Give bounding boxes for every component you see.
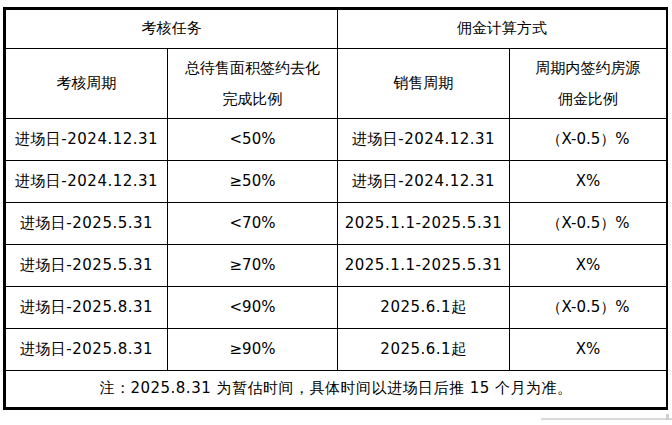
cell-completion-ratio: ≥90% bbox=[168, 329, 338, 371]
cell-assessment-period: 进场日-2024.12.31 bbox=[6, 161, 168, 203]
header-line: 完成比例 bbox=[170, 84, 335, 115]
header-assessment-task: 考核任务 bbox=[6, 10, 338, 49]
document-page: 考核任务 佣金计算方式 考核周期 总待售面积签约去化 完成比例 销售周期 bbox=[0, 0, 672, 425]
cell-commission: （X-0.5）% bbox=[510, 119, 667, 161]
cell-sales-period: 2025.1.1-2025.5.31 bbox=[338, 203, 510, 245]
table-row: 进场日-2025.5.31 <70% 2025.1.1-2025.5.31 （X… bbox=[6, 203, 667, 245]
header-line: 考核周期 bbox=[8, 68, 165, 99]
cell-commission: （X-0.5）% bbox=[510, 203, 667, 245]
cell-sales-period: 2025.1.1-2025.5.31 bbox=[338, 245, 510, 287]
note-row: 注：2025.8.31 为暂估时间，具体时间以进场日后推 15 个月为准。 bbox=[6, 371, 667, 408]
commission-table-border: 考核任务 佣金计算方式 考核周期 总待售面积签约去化 完成比例 销售周期 bbox=[3, 7, 668, 410]
header-line: 销售周期 bbox=[340, 68, 507, 99]
header-completion-ratio: 总待售面积签约去化 完成比例 bbox=[168, 49, 338, 119]
cell-sales-period: 进场日-2024.12.31 bbox=[338, 161, 510, 203]
cell-sales-period: 进场日-2024.12.31 bbox=[338, 119, 510, 161]
cell-commission: X% bbox=[510, 245, 667, 287]
cell-assessment-period: 进场日-2025.8.31 bbox=[6, 287, 168, 329]
cell-sales-period: 2025.6.1起 bbox=[338, 329, 510, 371]
cell-completion-ratio: <50% bbox=[168, 119, 338, 161]
commission-table: 考核任务 佣金计算方式 考核周期 总待售面积签约去化 完成比例 销售周期 bbox=[5, 9, 667, 408]
cell-assessment-period: 进场日-2024.12.31 bbox=[6, 119, 168, 161]
table-row: 进场日-2024.12.31 <50% 进场日-2024.12.31 （X-0.… bbox=[6, 119, 667, 161]
table-row: 进场日-2024.12.31 ≥50% 进场日-2024.12.31 X% bbox=[6, 161, 667, 203]
cell-assessment-period: 进场日-2025.5.31 bbox=[6, 245, 168, 287]
header-commission-ratio: 周期内签约房源 佣金比例 bbox=[510, 49, 667, 119]
header-assessment-period: 考核周期 bbox=[6, 49, 168, 119]
header-line: 总待售面积签约去化 bbox=[170, 53, 335, 84]
header-commission-method: 佣金计算方式 bbox=[338, 10, 667, 49]
table-row: 进场日-2025.8.31 ≥90% 2025.6.1起 X% bbox=[6, 329, 667, 371]
table-row: 进场日-2025.5.31 ≥70% 2025.1.1-2025.5.31 X% bbox=[6, 245, 667, 287]
cell-sales-period: 2025.6.1起 bbox=[338, 287, 510, 329]
cell-completion-ratio: ≥50% bbox=[168, 161, 338, 203]
cell-commission: X% bbox=[510, 161, 667, 203]
cell-commission: X% bbox=[510, 329, 667, 371]
cell-commission: （X-0.5）% bbox=[510, 287, 667, 329]
header-line: 周期内签约房源 bbox=[512, 53, 664, 84]
header-sales-period: 销售周期 bbox=[338, 49, 510, 119]
header-line: 佣金比例 bbox=[512, 84, 664, 115]
header-row-sub: 考核周期 总待售面积签约去化 完成比例 销售周期 周期内签约房源 佣金比例 bbox=[6, 49, 667, 119]
cell-assessment-period: 进场日-2025.8.31 bbox=[6, 329, 168, 371]
cell-completion-ratio: <70% bbox=[168, 203, 338, 245]
header-row-top: 考核任务 佣金计算方式 bbox=[6, 10, 667, 49]
cell-completion-ratio: ≥70% bbox=[168, 245, 338, 287]
screenshot-artifact bbox=[666, 414, 669, 420]
footnote: 注：2025.8.31 为暂估时间，具体时间以进场日后推 15 个月为准。 bbox=[6, 371, 667, 408]
cell-assessment-period: 进场日-2025.5.31 bbox=[6, 203, 168, 245]
screenshot-artifact bbox=[541, 418, 672, 420]
cell-completion-ratio: <90% bbox=[168, 287, 338, 329]
table-row: 进场日-2025.8.31 <90% 2025.6.1起 （X-0.5）% bbox=[6, 287, 667, 329]
